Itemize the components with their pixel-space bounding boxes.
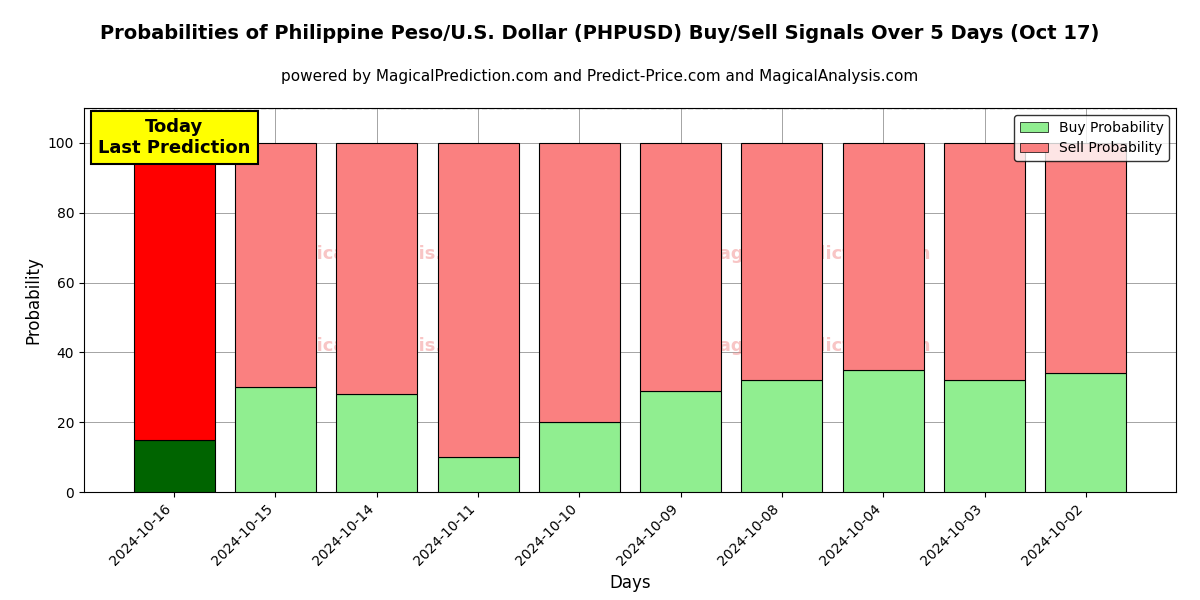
Bar [336, 143, 418, 394]
Bar [640, 143, 721, 391]
Bar [336, 394, 418, 492]
Bar [235, 143, 316, 387]
Bar [742, 143, 822, 380]
Bar [944, 380, 1025, 492]
Text: MagicalAnalysis.com: MagicalAnalysis.com [274, 337, 484, 355]
Bar [640, 391, 721, 492]
Bar [944, 143, 1025, 380]
Text: MagicalPrediction.com: MagicalPrediction.com [701, 337, 930, 355]
Text: Today
Last Prediction: Today Last Prediction [98, 118, 251, 157]
Y-axis label: Probability: Probability [24, 256, 42, 344]
Bar [1045, 373, 1127, 492]
Bar [133, 440, 215, 492]
Text: powered by MagicalPrediction.com and Predict-Price.com and MagicalAnalysis.com: powered by MagicalPrediction.com and Pre… [281, 69, 919, 84]
Bar [842, 143, 924, 370]
Legend: Buy Probability, Sell Probability: Buy Probability, Sell Probability [1014, 115, 1169, 161]
Text: MagicalAnalysis.com: MagicalAnalysis.com [274, 245, 484, 263]
Bar [235, 387, 316, 492]
Bar [1045, 143, 1127, 373]
Bar [438, 457, 518, 492]
Text: MagicalPrediction.com: MagicalPrediction.com [701, 245, 930, 263]
Bar [438, 143, 518, 457]
Text: Probabilities of Philippine Peso/U.S. Dollar (PHPUSD) Buy/Sell Signals Over 5 Da: Probabilities of Philippine Peso/U.S. Do… [101, 24, 1099, 43]
X-axis label: Days: Days [610, 574, 650, 592]
Bar [742, 380, 822, 492]
Bar [842, 370, 924, 492]
Bar [133, 143, 215, 440]
Bar [539, 422, 620, 492]
Bar [539, 143, 620, 422]
